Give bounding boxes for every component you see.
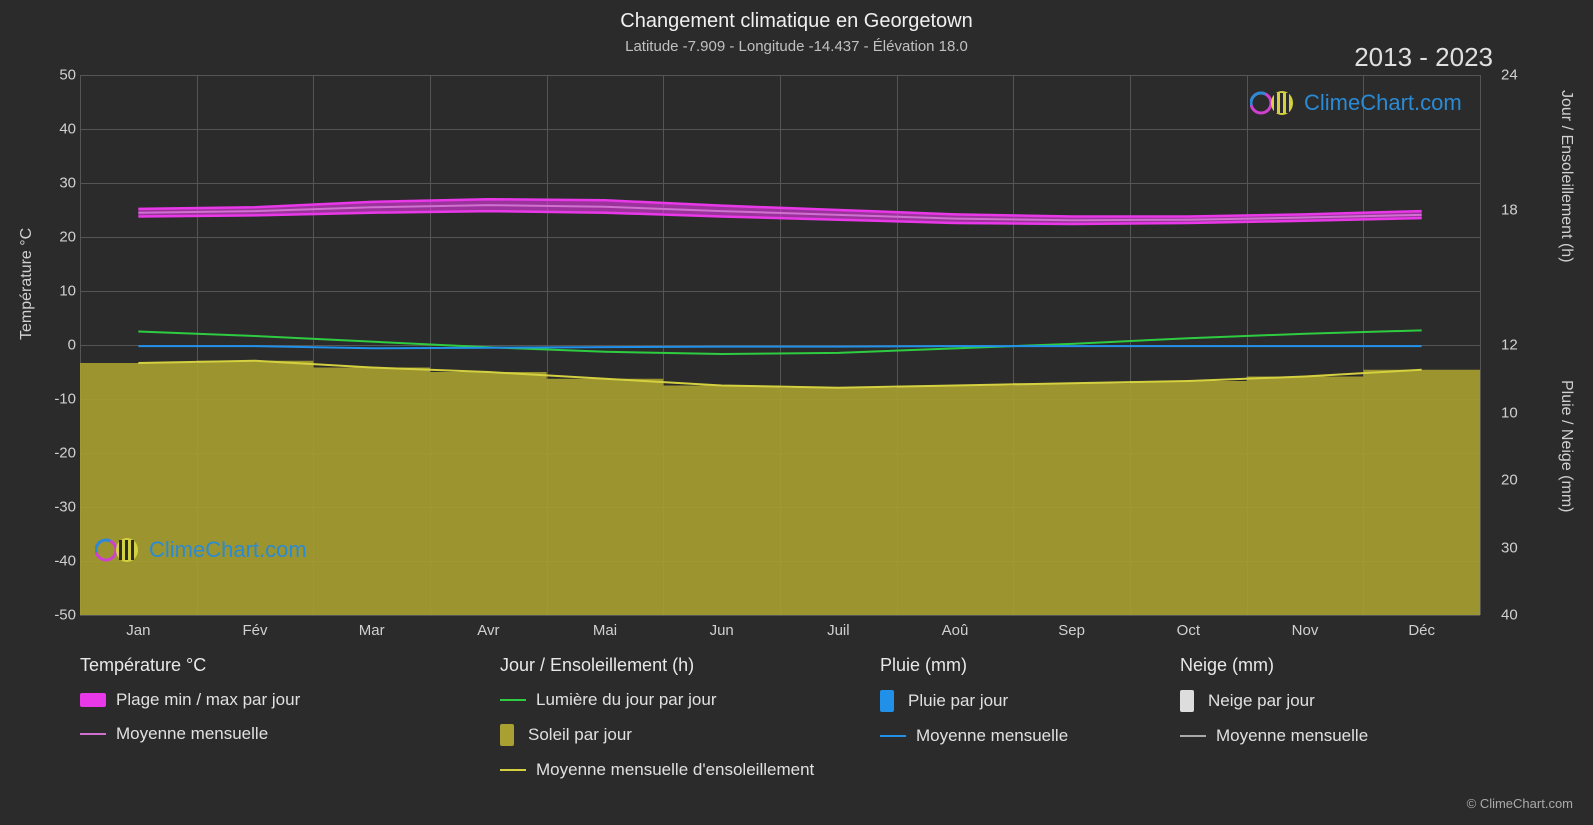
chart-plot-area [80,75,1480,615]
legend-item-snow-daily: Neige par jour [1180,690,1368,712]
y-tick-right-top: 12 [1501,337,1537,354]
legend-label: Moyenne mensuelle [916,726,1068,746]
y-tick-left: 0 [40,337,76,354]
x-tick-month: Nov [1292,622,1319,639]
legend-label: Soleil par jour [528,725,632,745]
x-tick-month: Fév [242,622,267,639]
legend-col3-header: Pluie (mm) [880,655,1068,676]
legend-label: Moyenne mensuelle d'ensoleillement [536,760,814,780]
legend-label: Pluie par jour [908,691,1008,711]
chart-svg [80,75,1480,615]
y-axis-right-bottom-label: Pluie / Neige (mm) [1557,380,1575,512]
x-tick-month: Déc [1408,622,1435,639]
legend-label: Plage min / max par jour [116,690,300,710]
legend-item-daylight: Lumière du jour par jour [500,690,814,710]
legend-col2-header: Jour / Ensoleillement (h) [500,655,814,676]
y-tick-left: 30 [40,175,76,192]
legend-label: Moyenne mensuelle [116,724,268,744]
y-tick-right-top: 24 [1501,67,1537,84]
legend-item-sun-daily: Soleil par jour [500,724,814,746]
swatch-sun-avg [500,769,526,771]
y-axis-left-label: Température °C [18,228,36,340]
daylight-line [138,330,1421,354]
y-tick-left: -30 [40,499,76,516]
x-tick-month: Oct [1177,622,1200,639]
x-tick-month: Sep [1058,622,1085,639]
swatch-daylight [500,699,526,701]
watermark-text: ClimeChart.com [1304,90,1462,116]
y-tick-right-bottom: 20 [1501,472,1537,489]
legend-col1-header: Température °C [80,655,300,676]
sun-daily-fill [80,361,1480,615]
legend-col4-header: Neige (mm) [1180,655,1368,676]
x-tick-month: Avr [477,622,499,639]
watermark-logo-icon [95,535,141,565]
x-tick-month: Mar [359,622,385,639]
watermark: ClimeChart.com [1250,88,1462,118]
swatch-temp-avg [80,733,106,735]
x-tick-month: Mai [593,622,617,639]
y-tick-left: -50 [40,607,76,624]
legend-item-snow-avg: Moyenne mensuelle [1180,726,1368,746]
x-tick-month: Juil [827,622,850,639]
copyright-notice: © ClimeChart.com [1467,796,1573,811]
y-tick-right-bottom: 10 [1501,404,1537,421]
y-tick-left: -10 [40,391,76,408]
legend-label: Moyenne mensuelle [1216,726,1368,746]
watermark: ClimeChart.com [95,535,307,565]
legend-item-rain-avg: Moyenne mensuelle [880,726,1068,746]
y-tick-left: 20 [40,229,76,246]
legend-item-rain-daily: Pluie par jour [880,690,1068,712]
legend-item-temp-range: Plage min / max par jour [80,690,300,710]
swatch-sun-daily [500,724,514,746]
rain-avg-line [138,346,1421,348]
swatch-rain-daily [880,690,894,712]
swatch-temp-range [80,693,106,707]
chart-title: Changement climatique en Georgetown [0,10,1593,33]
gridline-v [1480,75,1481,615]
y-tick-right-top: 18 [1501,202,1537,219]
legend-item-temp-avg: Moyenne mensuelle [80,724,300,744]
swatch-snow-daily [1180,690,1194,712]
legend-item-sun-avg: Moyenne mensuelle d'ensoleillement [500,760,814,780]
y-tick-left: -20 [40,445,76,462]
y-tick-right-bottom: 40 [1501,607,1537,624]
x-tick-month: Jan [126,622,150,639]
legend-label: Neige par jour [1208,691,1315,711]
x-tick-month: Aoû [942,622,969,639]
watermark-logo-icon [1250,88,1296,118]
y-tick-right-bottom: 30 [1501,539,1537,556]
y-axis-right-top-label: Jour / Ensoleillement (h) [1557,90,1575,263]
y-tick-left: 10 [40,283,76,300]
year-range: 2013 - 2023 [1354,42,1493,73]
swatch-rain-avg [880,735,906,737]
swatch-snow-avg [1180,735,1206,737]
watermark-text: ClimeChart.com [149,537,307,563]
legend-label: Lumière du jour par jour [536,690,716,710]
y-tick-left: -40 [40,553,76,570]
gridline-h [80,615,1480,616]
y-tick-left: 40 [40,121,76,138]
x-tick-month: Jun [710,622,734,639]
y-tick-left: 50 [40,67,76,84]
